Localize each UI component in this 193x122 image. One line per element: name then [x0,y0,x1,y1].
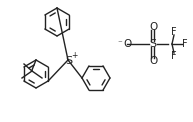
Text: F: F [171,51,177,61]
Text: O: O [149,56,157,66]
Text: S: S [65,56,73,66]
Text: O: O [149,22,157,32]
Text: +: + [71,51,77,61]
Text: F: F [182,39,188,49]
Text: O: O [123,39,131,49]
Text: S: S [149,39,157,49]
Text: ⁻: ⁻ [117,40,122,49]
Text: F: F [171,27,177,37]
